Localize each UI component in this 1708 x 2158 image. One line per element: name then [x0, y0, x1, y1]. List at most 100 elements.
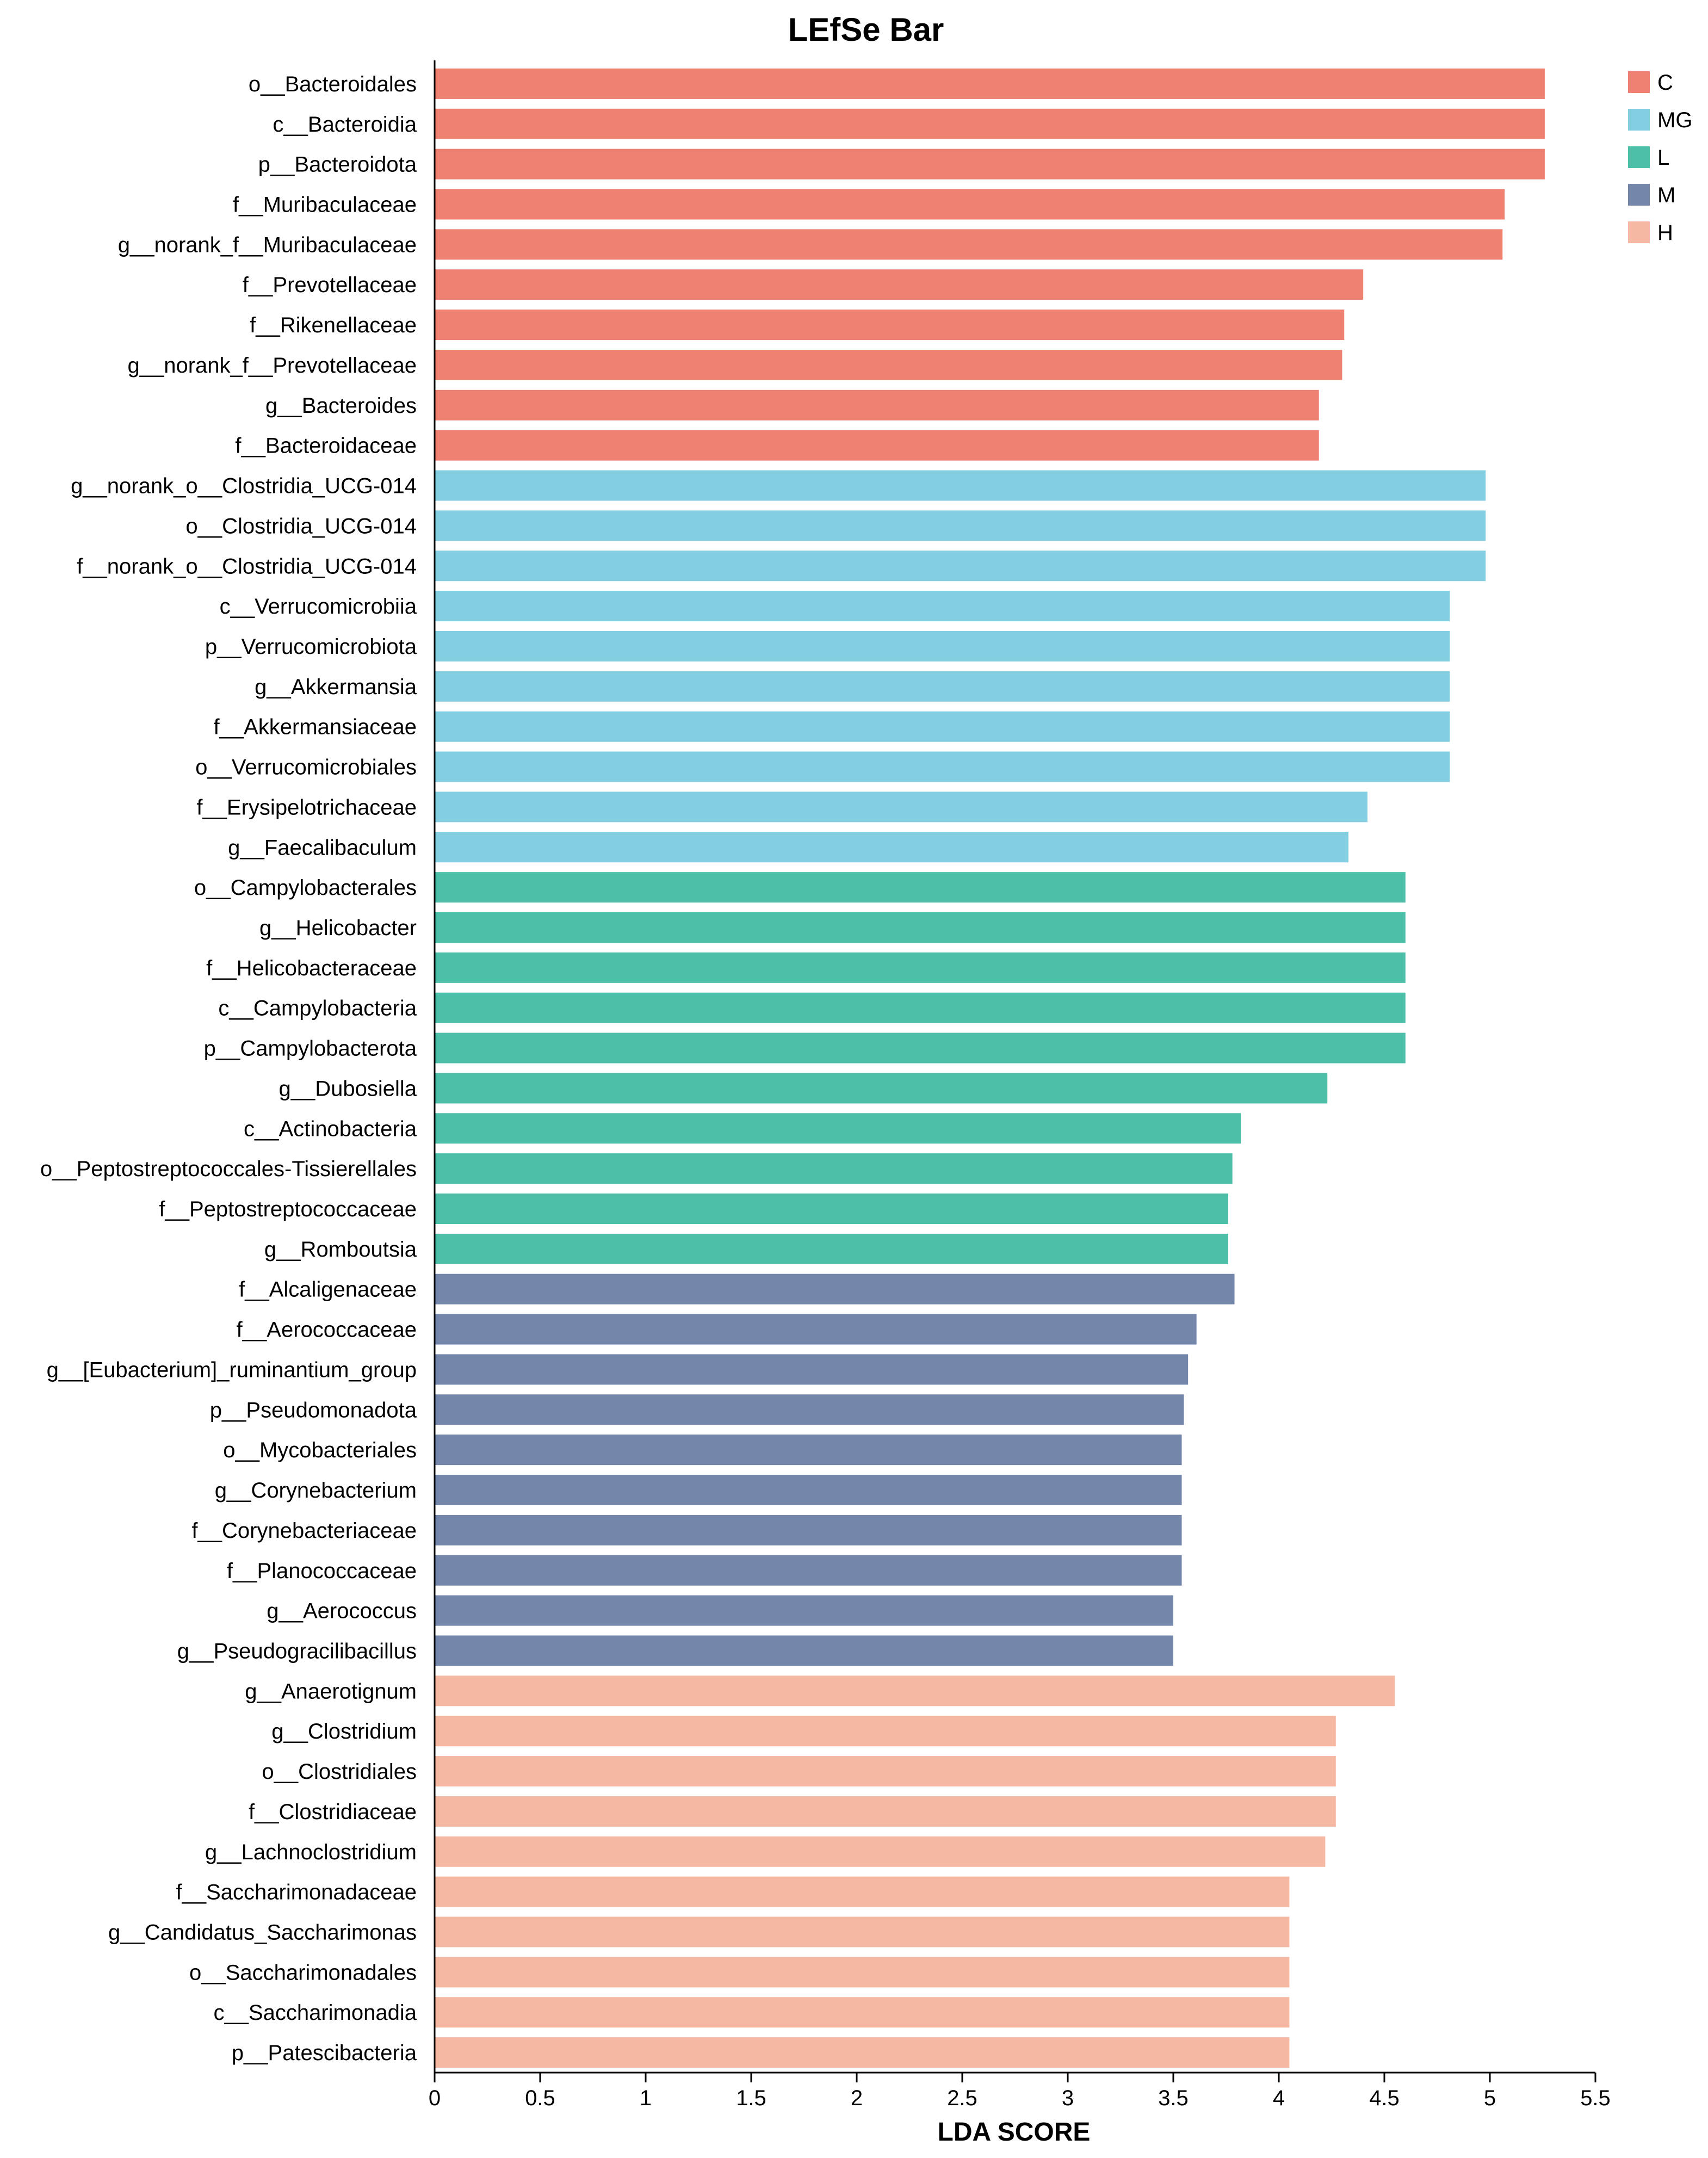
category-label: g__norank_f__Muribaculaceae — [118, 233, 417, 257]
bar-f__Prevotellaceae — [435, 269, 1363, 300]
category-label: p__Campylobacterota — [204, 1037, 417, 1061]
category-label: g__Lachnoclostridium — [205, 1840, 417, 1864]
category-label: g__Candidatus_Saccharimonas — [108, 1920, 417, 1944]
legend-label-MG: MG — [1657, 108, 1692, 132]
x-tick-label: 0.5 — [525, 2086, 555, 2110]
bar-p__Pseudomonadota — [435, 1394, 1184, 1425]
x-tick-label: 2 — [851, 2086, 863, 2110]
category-label: p__Verrucomicrobiota — [205, 635, 417, 659]
category-label: p__Bacteroidota — [258, 153, 417, 177]
legend-label-H: H — [1657, 221, 1673, 245]
bar-o__Bacteroidales — [435, 69, 1545, 99]
bar-g__Lachnoclostridium — [435, 1837, 1325, 1867]
legend-swatch-H — [1628, 221, 1650, 243]
bar-g__Clostridium — [435, 1716, 1336, 1746]
category-label: o__Saccharimonadales — [189, 1961, 417, 1984]
category-label: f__norank_o__Clostridia_UCG-014 — [77, 554, 417, 578]
category-label: c__Actinobacteria — [244, 1117, 417, 1141]
bar-g__Bacteroides — [435, 390, 1319, 421]
category-label: f__Alcaligenaceae — [239, 1278, 417, 1302]
bar-o__Campylobacterales — [435, 872, 1406, 902]
x-tick-label: 3.5 — [1158, 2086, 1189, 2110]
bar-g__Corynebacterium — [435, 1475, 1182, 1505]
category-label: f__Saccharimonadaceae — [176, 1881, 417, 1905]
x-axis-label: LDA SCORE — [938, 2118, 1091, 2147]
bar-o__Clostridiales — [435, 1756, 1336, 1786]
category-label: c__Saccharimonadia — [213, 2001, 417, 2025]
category-label: f__Peptostreptococcaceae — [159, 1197, 417, 1221]
bar-g__[Eubacterium]_ruminantium_group — [435, 1354, 1188, 1384]
bars-layer — [435, 69, 1545, 2068]
category-label: g__norank_f__Prevotellaceae — [127, 354, 417, 378]
category-label: f__Corynebacteriaceae — [191, 1519, 417, 1543]
legend-label-L: L — [1657, 146, 1669, 170]
bar-f__Peptostreptococcaceae — [435, 1194, 1228, 1224]
legend-swatch-C — [1628, 71, 1650, 93]
category-label: g__Helicobacter — [259, 916, 417, 940]
bar-g__Aerococcus — [435, 1596, 1173, 1626]
category-label: g__Clostridium — [271, 1720, 417, 1743]
category-label: o__Mycobacteriales — [223, 1438, 417, 1462]
legend-swatch-L — [1628, 146, 1650, 168]
bar-f__Akkermansiaceae — [435, 712, 1450, 742]
x-tick-label: 5.5 — [1580, 2086, 1611, 2110]
x-tick-label: 2.5 — [947, 2086, 977, 2110]
category-label: g__Corynebacterium — [215, 1479, 417, 1502]
bar-g__Candidatus_Saccharimonas — [435, 1916, 1289, 1947]
category-label: g__norank_o__Clostridia_UCG-014 — [71, 474, 417, 498]
bar-g__Helicobacter — [435, 912, 1406, 943]
x-tick-label: 0 — [429, 2086, 441, 2110]
category-label: g__Akkermansia — [255, 675, 417, 699]
bar-g__Romboutsia — [435, 1234, 1228, 1264]
category-label: p__Pseudomonadota — [210, 1398, 417, 1422]
chart-title: LEfSe Bar — [788, 11, 944, 48]
bar-g__Anaerotignum — [435, 1675, 1395, 1706]
bar-f__Clostridiaceae — [435, 1796, 1336, 1827]
category-label: g__Pseudogracilibacillus — [177, 1639, 417, 1663]
category-label: o__Bacteroidales — [249, 72, 417, 96]
category-label: g__Faecalibaculum — [228, 836, 417, 860]
bar-f__Aerococcaceae — [435, 1314, 1197, 1345]
bar-f__Planococcaceae — [435, 1555, 1182, 1586]
bar-g__Dubosiella — [435, 1073, 1327, 1103]
category-label: o__Peptostreptococcales-Tissierellales — [40, 1157, 417, 1181]
bar-f__Rikenellaceae — [435, 310, 1344, 340]
bar-g__norank_o__Clostridia_UCG-014 — [435, 471, 1486, 501]
legend-label-M: M — [1657, 183, 1675, 207]
bar-c__Bacteroidia — [435, 109, 1545, 139]
category-label: f__Clostridiaceae — [249, 1800, 417, 1824]
bar-p__Campylobacterota — [435, 1033, 1406, 1063]
bar-f__Corynebacteriaceae — [435, 1515, 1182, 1545]
category-label: f__Prevotellaceae — [243, 273, 417, 297]
bar-c__Actinobacteria — [435, 1113, 1241, 1143]
category-label: g__Bacteroides — [265, 394, 417, 418]
category-label: g__Dubosiella — [279, 1077, 417, 1100]
category-label: f__Rikenellaceae — [250, 313, 417, 337]
legend-swatch-M — [1628, 184, 1650, 206]
category-label: f__Akkermansiaceae — [213, 715, 417, 739]
bar-c__Campylobacteria — [435, 993, 1406, 1023]
bar-c__Verrucomicrobiia — [435, 591, 1450, 621]
bar-f__Bacteroidaceae — [435, 430, 1319, 461]
category-label: o__Campylobacterales — [194, 876, 417, 900]
category-labels: o__Bacteroidales c__Bacteroidia p__Bactero… — [40, 72, 417, 2065]
category-label: c__Verrucomicrobiia — [220, 595, 417, 619]
bar-f__Saccharimonadaceae — [435, 1877, 1289, 1907]
legend-swatch-MG — [1628, 109, 1650, 131]
bar-o__Clostridia_UCG-014 — [435, 510, 1486, 541]
category-label: o__Verrucomicrobiales — [195, 756, 417, 780]
category-label: c__Bacteroidia — [273, 113, 417, 137]
category-label: f__Muribaculaceae — [233, 193, 417, 217]
category-label: f__Erysipelotrichaceae — [196, 795, 417, 819]
category-label: g__Anaerotignum — [245, 1679, 417, 1703]
x-tick-label: 1.5 — [736, 2086, 766, 2110]
x-tick-label: 4 — [1273, 2086, 1285, 2110]
x-tick-label: 3 — [1062, 2086, 1074, 2110]
bar-g__norank_f__Prevotellaceae — [435, 350, 1342, 380]
bar-o__Mycobacteriales — [435, 1434, 1182, 1465]
category-label: o__Clostridiales — [262, 1760, 417, 1784]
category-label: g__Aerococcus — [267, 1599, 417, 1623]
x-tick-label: 4.5 — [1369, 2086, 1400, 2110]
category-label: f__Aerococcaceae — [237, 1318, 417, 1342]
bar-f__Erysipelotrichaceae — [435, 792, 1367, 822]
